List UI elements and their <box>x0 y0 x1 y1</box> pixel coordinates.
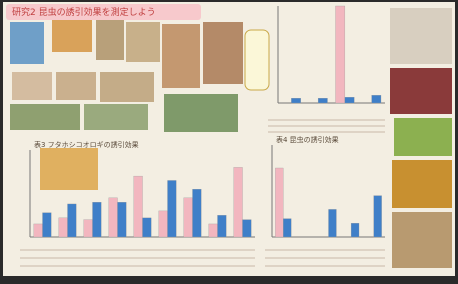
bar <box>193 189 202 237</box>
photo <box>84 104 148 130</box>
bar <box>34 224 43 237</box>
photo <box>40 148 98 190</box>
title: 研究2 昆虫の誘引効果を測定しよう <box>12 6 156 18</box>
note-box <box>245 30 269 90</box>
bar <box>209 224 218 237</box>
bar <box>329 209 337 237</box>
photo <box>164 94 238 132</box>
photo <box>390 68 452 114</box>
bar <box>109 198 118 237</box>
photo <box>100 72 154 102</box>
bar <box>59 218 68 237</box>
photo <box>126 22 160 62</box>
bar <box>275 168 283 237</box>
bar <box>134 176 143 237</box>
bar <box>93 202 102 237</box>
photo <box>52 20 92 52</box>
photo <box>10 22 44 64</box>
bar <box>351 223 359 237</box>
bar <box>168 180 177 237</box>
bar <box>159 211 168 237</box>
bar <box>336 6 345 103</box>
bar <box>374 196 382 237</box>
photo <box>10 104 80 130</box>
chart-title: 表3 フタホシコオロギの誘引効果 <box>34 140 139 149</box>
photo <box>56 72 96 100</box>
bar <box>43 213 52 237</box>
photo <box>12 72 52 100</box>
bar <box>372 95 381 103</box>
bar <box>84 220 93 237</box>
bar <box>283 219 291 237</box>
bar <box>68 204 77 237</box>
bar <box>218 215 227 237</box>
bar <box>184 198 193 237</box>
poster: 研究2 昆虫の誘引効果を測定しよう 表3 フタホシコオロギの誘引効果 表4 昆虫の… <box>0 0 458 280</box>
bar <box>291 98 300 103</box>
bar <box>243 220 252 237</box>
photo <box>392 160 452 208</box>
bar <box>318 98 327 103</box>
photo <box>392 212 452 268</box>
photo <box>394 118 452 156</box>
photo <box>203 22 243 84</box>
bar <box>118 202 127 237</box>
bar <box>345 97 354 103</box>
photo <box>162 24 200 88</box>
photo <box>390 8 452 64</box>
chart-title: 表4 昆虫の誘引効果 <box>276 135 339 144</box>
bar <box>143 218 152 237</box>
bar <box>234 167 243 237</box>
photo <box>96 20 124 60</box>
